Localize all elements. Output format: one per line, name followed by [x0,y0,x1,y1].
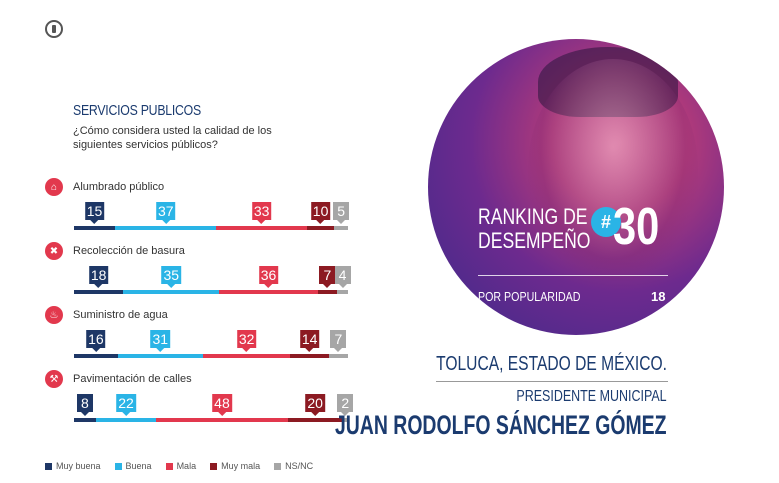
bar-segment [117,354,203,358]
bar-segment [328,354,348,358]
road-work-icon: ⚒ [45,370,63,388]
stacked-bar [74,226,348,230]
photo-hair [538,47,678,117]
data-label: 4 [334,266,351,288]
data-label: 33 [251,202,272,224]
service-label: Alumbrado público [73,181,165,193]
data-label: 7 [319,266,336,288]
legend-item: Buena [114,461,152,471]
legend-item: Muy buena [45,461,101,471]
chart-title: SERVICIOS PUBLICOS [73,102,201,119]
legend-label: NS/NC [285,461,314,471]
legend-label: Muy mala [221,461,261,471]
photo-face [528,59,698,279]
data-label: 48 [212,394,232,416]
legend-swatch [274,462,282,470]
service-label: Recolección de basura [73,245,185,257]
ranking-title-line2: DESEMPEÑO [478,228,591,253]
faucet-icon: ♨ [45,306,63,324]
data-label: 14 [299,330,320,352]
legend-label: Buena [125,461,152,471]
bar-segment [216,226,307,230]
data-label: 15 [84,202,105,224]
hash-badge: # [591,207,621,237]
ranking-number: 30 [613,198,660,256]
data-label: 8 [76,394,93,416]
bar-segment [342,418,348,422]
bar-segment [123,290,220,294]
stacked-bar [74,290,348,294]
bar-segment [74,290,124,294]
bar-segment [115,226,217,230]
service-row: ⌂ Alumbrado público 15 37 33 10 5 [45,178,365,234]
data-label: 10 [310,202,331,224]
bar-segment [74,418,96,422]
service-label: Pavimentación de calles [73,373,192,385]
bar-segment [290,354,329,358]
popularity-value: 18 [651,289,666,304]
bar-segment [317,290,337,294]
bar-segment [306,226,335,230]
stacked-bar [74,354,348,358]
bar-segment [74,226,116,230]
data-label: 7 [330,330,347,352]
data-label: 5 [333,202,350,224]
bar-segment [74,354,118,358]
legend-swatch [114,462,122,470]
lamp-icon: ⌂ [45,178,63,196]
city-label: TOLUCA, ESTADO DE MÉXICO. [436,353,667,375]
legend-item: Muy mala [210,461,260,471]
popularity-label: POR POPULARIDAD [478,289,581,304]
role-label: PRESIDENTE MUNICIPAL [516,388,667,405]
legend-swatch [210,462,218,470]
data-label: 36 [258,266,279,288]
data-label: 22 [116,394,136,416]
profile-divider [436,381,668,382]
ranking-title-line1: RANKING DE [478,204,588,229]
data-label: 16 [86,330,106,352]
service-label: Suministro de agua [73,309,168,321]
data-label: 2 [337,394,354,416]
data-label: 32 [236,330,257,352]
legend-swatch [165,462,173,470]
bar-segment [202,354,291,358]
legend-label: Mala [176,461,197,471]
bar-segment [95,418,157,422]
data-label: 37 [155,202,176,224]
service-row: ⚒ Pavimentación de calles 8 22 48 20 2 [45,370,365,426]
legend-item: NS/NC [274,461,313,471]
legend-label: Muy buena [56,461,101,471]
data-label: 18 [88,266,109,288]
bar-segment [219,290,318,294]
bar-segment [334,226,348,230]
bar-segment [156,418,288,422]
data-label: 35 [161,266,182,288]
stacked-bar [74,418,348,422]
pen-nib-icon [45,20,63,38]
mayor-name: JUAN RODOLFO SÁNCHEZ GÓMEZ [335,410,667,440]
service-row: ✖ Recolección de basura 18 35 36 7 4 [45,242,365,298]
bar-segment [287,418,343,422]
legend-item: Mala [165,461,197,471]
service-row: ♨ Suministro de agua 16 31 32 14 7 [45,306,365,362]
ranking-divider [478,275,668,276]
bar-segment [337,290,348,294]
chart-legend: Muy buena Buena Mala Muy mala NS/NC [45,461,313,471]
legend-swatch [45,462,52,470]
mayor-photo: RANKING DE DESEMPEÑO # 30 POR POPULARIDA… [428,39,724,335]
data-label: 20 [305,394,325,416]
data-label: 31 [150,330,171,352]
trash-icon: ✖ [45,242,63,260]
chart-subtitle: ¿Cómo considera usted la calidad de los … [73,125,272,151]
